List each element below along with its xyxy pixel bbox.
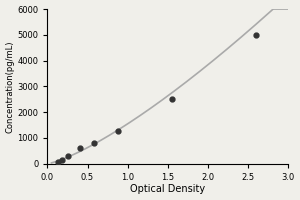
Point [254,33,258,36]
Point [56,160,60,163]
Point [92,141,96,145]
X-axis label: Optical Density: Optical Density [130,184,205,194]
Point [77,146,82,149]
Point [169,98,174,101]
Point [65,154,70,157]
Y-axis label: Concentration(pg/mL): Concentration(pg/mL) [6,40,15,133]
Point [116,130,120,133]
Point [59,158,64,161]
